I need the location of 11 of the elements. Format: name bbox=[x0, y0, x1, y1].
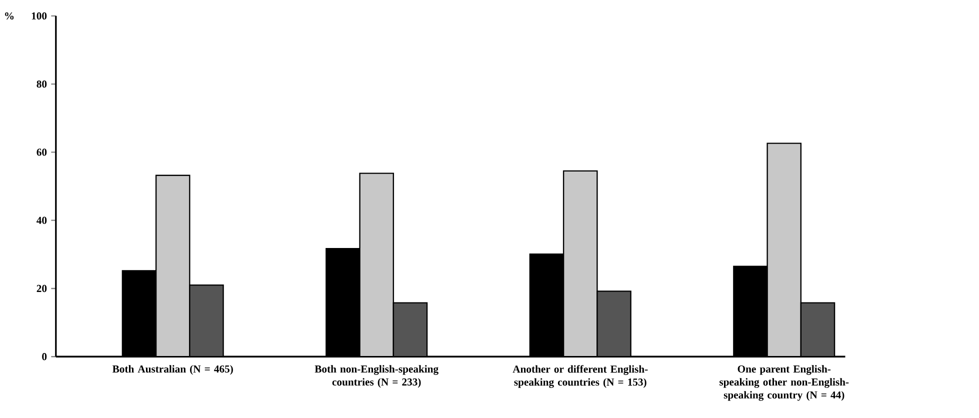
x-tick-label: Both non-English-speaking countries (N = 233) bbox=[314, 365, 438, 388]
x-tick-label: One parent English-speaking other non-English-speaking country (N = 44) bbox=[720, 365, 849, 401]
y-tick-label: 20 bbox=[36, 285, 47, 292]
y-tick-label: 60 bbox=[36, 148, 47, 156]
y-tick-label: 80 bbox=[36, 80, 47, 88]
y-axis-title: % bbox=[5, 12, 14, 20]
y-tick-label: 100 bbox=[32, 12, 47, 20]
y-tick-label: 40 bbox=[36, 216, 47, 224]
x-tick-label: Another or different English-speaking countries (N = 153) bbox=[512, 365, 648, 388]
y-tick-label: 0 bbox=[42, 353, 47, 360]
x-tick-label: Both Australian (N = 465) bbox=[112, 365, 233, 375]
